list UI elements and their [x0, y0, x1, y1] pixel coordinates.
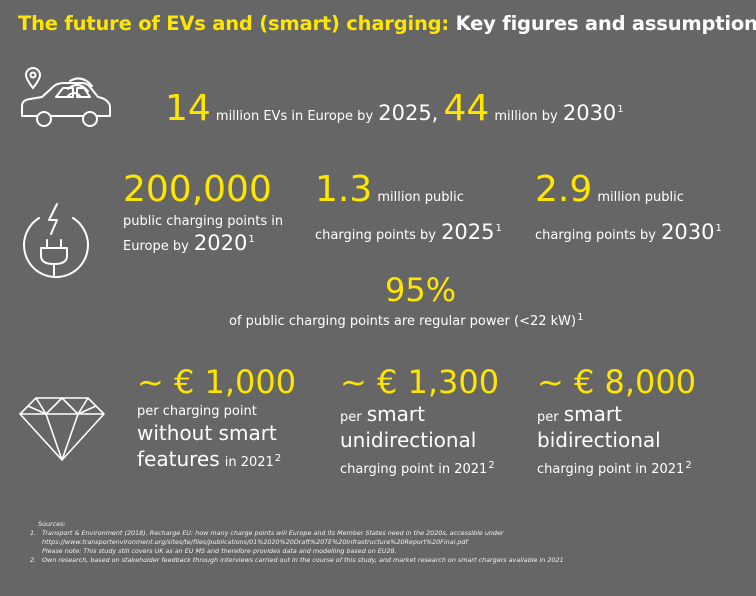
diamond-icon — [18, 394, 106, 464]
source-1-note: Please note: This study still covers UK … — [42, 547, 397, 555]
source-1-line-1: Transport & Environment (2018). Recharge… — [42, 529, 504, 537]
ev-2025-number: 14 — [165, 88, 211, 129]
ev-2030-number: 44 — [443, 88, 490, 129]
stat-2030-number: 2.9 — [535, 169, 593, 210]
ev-stat: 14 million EVs in Europe by 2025, 44 mil… — [165, 88, 624, 129]
stat-2025: 1.3 million public charging points by 20… — [315, 169, 502, 245]
cost-unidirectional-price: ~ € 1,300 — [340, 363, 500, 401]
cost-non-smart: ~ € 1,000 per charging point without sma… — [137, 363, 297, 471]
car-icon — [16, 66, 116, 136]
title-part2: Key figures and assumptions — [455, 12, 756, 35]
sources-footnote: Sources: 1. Transport & Environment (2018… — [30, 520, 564, 564]
cost-smart-bidirectional: ~ € 8,000 per smart bidirectional chargi… — [537, 363, 697, 477]
title-part1: The future of EVs and (smart) charging: — [18, 12, 449, 35]
stat-2020: 200,000 public charging points in Europe… — [123, 169, 284, 256]
stat-2020-number: 200,000 — [123, 169, 272, 210]
stat-2025-number: 1.3 — [315, 169, 373, 210]
charging-plug-icon — [17, 200, 93, 284]
cost-non-smart-price: ~ € 1,000 — [137, 363, 297, 401]
sources-heading: Sources: — [38, 520, 66, 528]
stat-2030: 2.9 million public charging points by 20… — [535, 169, 722, 245]
cost-smart-unidirectional: ~ € 1,300 per smart unidirectional charg… — [340, 363, 500, 477]
regular-power-text: of public charging points are regular po… — [229, 312, 584, 329]
source-2-line: Own research, based on stakeholder feedb… — [42, 556, 564, 564]
page-title: The future of EVs and (smart) charging: … — [18, 12, 756, 35]
source-1-link[interactable]: https://www.transportenvironment.org/sit… — [42, 538, 468, 546]
cost-bidirectional-price: ~ € 8,000 — [537, 363, 697, 401]
location-pin-icon — [24, 66, 42, 90]
regular-power-percentage: 95% — [385, 271, 457, 309]
signal-icon — [66, 76, 94, 100]
